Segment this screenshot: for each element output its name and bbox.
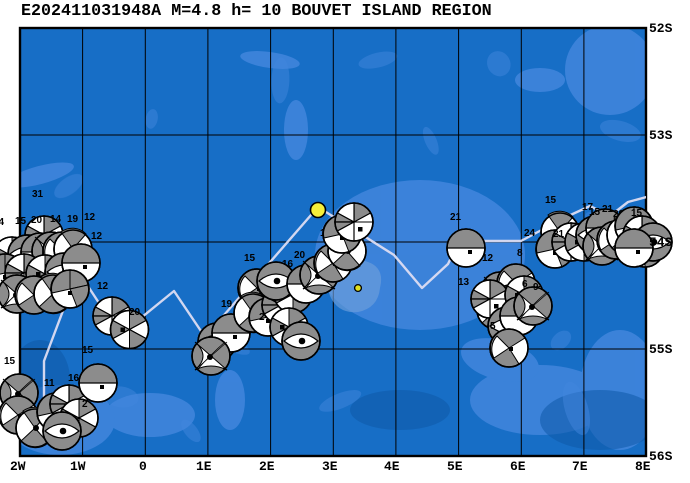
svg-text:15: 15 bbox=[545, 195, 557, 206]
svg-text:21: 21 bbox=[450, 212, 462, 223]
svg-text:24: 24 bbox=[524, 228, 536, 239]
svg-text:19: 19 bbox=[67, 214, 79, 225]
svg-text:15: 15 bbox=[589, 207, 601, 218]
svg-text:14: 14 bbox=[0, 217, 5, 228]
svg-text:8: 8 bbox=[517, 248, 523, 259]
svg-text:15: 15 bbox=[4, 356, 16, 367]
svg-text:12: 12 bbox=[84, 212, 96, 223]
svg-text:15: 15 bbox=[244, 253, 256, 264]
svg-text:9: 9 bbox=[533, 282, 539, 293]
svg-text:13: 13 bbox=[458, 277, 470, 288]
svg-text:12: 12 bbox=[97, 281, 109, 292]
svg-text:5: 5 bbox=[490, 321, 496, 332]
svg-text:14: 14 bbox=[50, 214, 62, 225]
svg-text:20: 20 bbox=[31, 215, 43, 226]
svg-text:21: 21 bbox=[602, 204, 614, 215]
svg-text:15: 15 bbox=[82, 345, 94, 356]
svg-text:15: 15 bbox=[631, 208, 643, 219]
svg-text:15: 15 bbox=[15, 216, 27, 227]
svg-text:2: 2 bbox=[82, 399, 88, 410]
svg-text:19: 19 bbox=[221, 299, 233, 310]
svg-text:12: 12 bbox=[482, 253, 494, 264]
svg-text:31: 31 bbox=[32, 189, 44, 200]
svg-text:21: 21 bbox=[553, 229, 565, 240]
svg-text:12: 12 bbox=[91, 231, 103, 242]
svg-text:16: 16 bbox=[68, 373, 80, 384]
svg-text:20: 20 bbox=[294, 250, 306, 261]
svg-text:11: 11 bbox=[44, 378, 55, 389]
svg-text:20: 20 bbox=[129, 307, 141, 318]
